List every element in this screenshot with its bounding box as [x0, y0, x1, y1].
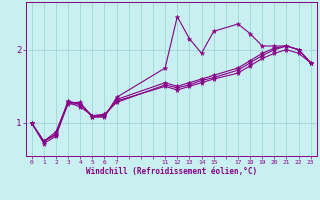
X-axis label: Windchill (Refroidissement éolien,°C): Windchill (Refroidissement éolien,°C): [86, 167, 257, 176]
